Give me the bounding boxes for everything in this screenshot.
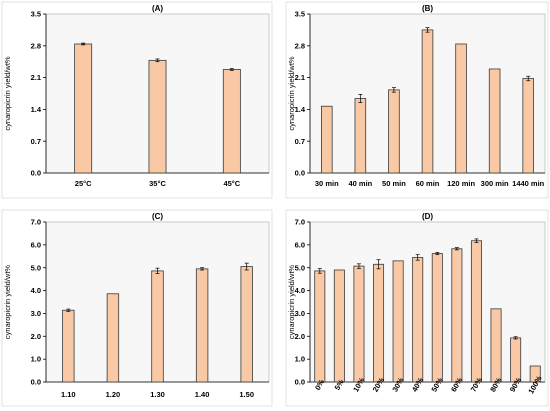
- bar: [74, 43, 93, 174]
- y-tick-label: 5.0: [31, 263, 41, 272]
- bar: [392, 260, 404, 383]
- panel-title: (A): [152, 4, 163, 13]
- y-axis-label: cynaropicrin yield/wt%: [287, 56, 296, 131]
- bar: [529, 365, 541, 383]
- y-tick-label: 3.5: [31, 10, 41, 19]
- bar: [333, 269, 345, 383]
- y-tick-label: 2.0: [295, 332, 305, 341]
- x-tick-label: 25°C: [75, 179, 92, 188]
- chart-panel-2: (B) cynaropicrin yield/wt% 0.0 0.7 1.4 2.1 2.8…: [285, 1, 549, 199]
- panel-title: (D): [422, 212, 433, 221]
- y-tick-label: 2.8: [31, 41, 41, 50]
- x-tick-label: 300 min: [481, 179, 509, 188]
- bar: [455, 43, 467, 174]
- bar: [388, 89, 400, 174]
- bar: [195, 268, 209, 383]
- x-tick-label: 1.50: [239, 390, 254, 399]
- x-tick-label: 60 min: [416, 179, 440, 188]
- bar: [354, 98, 367, 174]
- bar: [510, 337, 522, 383]
- y-tick-label: 0.7: [31, 137, 41, 146]
- y-axis-label: cynaropicrin yield/wt%: [3, 265, 12, 340]
- bar: [240, 266, 253, 383]
- y-tick-label: 3.0: [31, 309, 41, 318]
- bar: [470, 240, 482, 383]
- y-tick-label: 4.0: [295, 286, 305, 295]
- x-tick-label: 30 min: [315, 179, 339, 188]
- bar: [321, 105, 333, 174]
- y-tick-label: 0.0: [31, 378, 41, 387]
- y-tick-label: 1.0: [295, 355, 305, 364]
- y-tick-label: 1.4: [295, 105, 306, 114]
- y-axis-label: cynaropicrin yield/wt%: [3, 56, 12, 131]
- panel-title: (B): [422, 4, 433, 13]
- y-tick-label: 5.0: [295, 263, 305, 272]
- y-tick-label: 1.4: [31, 105, 42, 114]
- bar: [151, 270, 164, 383]
- x-tick-label: 1.20: [106, 390, 121, 399]
- y-tick-label: 3.5: [295, 10, 305, 19]
- x-tick-label: 120 min: [447, 179, 475, 188]
- y-tick-label: 0.7: [295, 137, 305, 146]
- x-tick-label: 45°C: [223, 179, 240, 188]
- bar: [431, 253, 443, 383]
- bar: [412, 257, 424, 383]
- y-tick-label: 3.0: [295, 309, 305, 318]
- chart-panel-4: (D) cynaropicrin yield/wt% 0.0 1.0 2.0 3.0 4.0…: [285, 209, 549, 407]
- bar: [488, 68, 501, 174]
- bar: [373, 263, 385, 383]
- bar: [106, 293, 120, 383]
- chart-panel-1: (A) cynaropicrin yield/wt% 0.0 0.7 1.4 2.1 2.8…: [1, 1, 273, 199]
- y-tick-label: 1.0: [31, 355, 41, 364]
- bar: [222, 69, 241, 174]
- bar: [353, 265, 365, 383]
- bar: [421, 29, 434, 174]
- y-tick-label: 6.0: [295, 240, 305, 249]
- bar: [148, 59, 167, 174]
- bar: [451, 248, 463, 383]
- plot-area: [309, 221, 546, 383]
- y-tick-label: 2.1: [295, 73, 305, 82]
- bar: [62, 309, 75, 383]
- y-tick-label: 6.0: [31, 240, 41, 249]
- x-tick-label: 35°C: [149, 179, 166, 188]
- chart-panel-3: (C) cynaropicrin yield/wt% 0.0 1.0 2.0 3.0 4.0…: [1, 209, 273, 407]
- x-tick-label: 1440 min: [512, 179, 545, 188]
- y-tick-label: 4.0: [31, 286, 41, 295]
- y-tick-label: 7.0: [31, 218, 41, 227]
- y-tick-label: 0.0: [31, 169, 41, 178]
- y-tick-label: 0.0: [295, 169, 305, 178]
- y-tick-label: 2.0: [31, 332, 41, 341]
- x-tick-label: 1.10: [61, 390, 76, 399]
- bar: [490, 308, 502, 383]
- y-axis-label: cynaropicrin yield/wt%: [287, 265, 296, 340]
- x-tick-label: 1.30: [150, 390, 165, 399]
- y-tick-label: 7.0: [295, 218, 305, 227]
- panel-title: (C): [152, 212, 163, 221]
- y-tick-label: 2.1: [31, 73, 41, 82]
- y-tick-label: 2.8: [295, 41, 305, 50]
- x-tick-label: 1.40: [195, 390, 210, 399]
- bar: [314, 270, 326, 383]
- x-tick-label: 40 min: [348, 179, 372, 188]
- x-tick-label: 50 min: [382, 179, 406, 188]
- bar: [522, 78, 534, 174]
- y-tick-label: 0.0: [295, 378, 305, 387]
